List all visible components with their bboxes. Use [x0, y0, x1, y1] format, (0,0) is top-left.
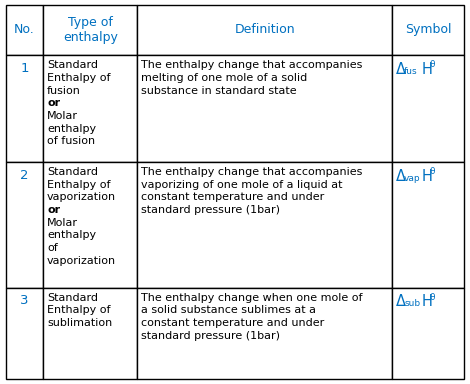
- Bar: [392, 55, 464, 162]
- Bar: [6, 55, 43, 162]
- Text: fus: fus: [404, 67, 418, 76]
- Bar: [43, 5, 137, 55]
- Text: constant temperature and under: constant temperature and under: [141, 192, 324, 202]
- Text: 2: 2: [20, 169, 29, 182]
- Text: enthalpy: enthalpy: [47, 124, 96, 134]
- Text: of: of: [47, 243, 58, 253]
- Text: vaporization: vaporization: [47, 192, 116, 202]
- Text: θ: θ: [430, 60, 435, 69]
- Bar: [6, 162, 43, 288]
- Text: Δ: Δ: [396, 295, 406, 310]
- Bar: [392, 5, 464, 55]
- Text: Enthalpy of: Enthalpy of: [47, 305, 110, 315]
- Text: standard pressure (1bar): standard pressure (1bar): [141, 331, 280, 341]
- Bar: [137, 5, 392, 55]
- Text: Molar: Molar: [47, 218, 78, 228]
- Text: Definition: Definition: [234, 23, 295, 36]
- Text: The enthalpy change that accompanies: The enthalpy change that accompanies: [141, 167, 362, 177]
- Text: of fusion: of fusion: [47, 136, 95, 146]
- Text: Standard: Standard: [47, 293, 98, 303]
- Text: vaporizing of one mole of a liquid at: vaporizing of one mole of a liquid at: [141, 180, 342, 190]
- Text: H: H: [422, 169, 432, 184]
- Text: enthalpy: enthalpy: [47, 230, 96, 240]
- Bar: [43, 162, 137, 288]
- Text: The enthalpy change that accompanies: The enthalpy change that accompanies: [141, 60, 362, 70]
- Text: Standard: Standard: [47, 167, 98, 177]
- Text: θ: θ: [430, 167, 435, 176]
- Text: a solid substance sublimes at a: a solid substance sublimes at a: [141, 305, 315, 315]
- Text: melting of one mole of a solid: melting of one mole of a solid: [141, 73, 307, 83]
- Text: Molar: Molar: [47, 111, 78, 121]
- Text: sub: sub: [404, 299, 420, 308]
- Text: 3: 3: [20, 295, 29, 308]
- Text: θ: θ: [430, 293, 435, 301]
- Text: standard pressure (1bar): standard pressure (1bar): [141, 205, 280, 215]
- Text: substance in standard state: substance in standard state: [141, 86, 296, 96]
- Text: Type of
enthalpy: Type of enthalpy: [63, 16, 118, 44]
- Text: H: H: [422, 295, 432, 310]
- Text: Δ: Δ: [396, 169, 406, 184]
- Bar: [6, 288, 43, 379]
- Text: or: or: [47, 98, 60, 108]
- Text: 1: 1: [20, 62, 29, 75]
- Text: fusion: fusion: [47, 86, 81, 96]
- Text: Symbol: Symbol: [405, 23, 451, 36]
- Text: Enthalpy of: Enthalpy of: [47, 180, 110, 190]
- Bar: [392, 162, 464, 288]
- Text: sublimation: sublimation: [47, 318, 112, 328]
- Text: The enthalpy change when one mole of: The enthalpy change when one mole of: [141, 293, 362, 303]
- Bar: [6, 5, 43, 55]
- Text: vaporization: vaporization: [47, 256, 116, 266]
- Text: Enthalpy of: Enthalpy of: [47, 73, 110, 83]
- Text: No.: No.: [14, 23, 35, 36]
- Text: Standard: Standard: [47, 60, 98, 70]
- Text: H: H: [422, 62, 432, 77]
- Text: or: or: [47, 205, 60, 215]
- Bar: [43, 288, 137, 379]
- Text: vap: vap: [404, 174, 421, 182]
- Bar: [137, 162, 392, 288]
- Text: constant temperature and under: constant temperature and under: [141, 318, 324, 328]
- Text: Δ: Δ: [396, 62, 406, 77]
- Bar: [43, 55, 137, 162]
- Bar: [137, 288, 392, 379]
- Bar: [392, 288, 464, 379]
- Bar: [137, 55, 392, 162]
